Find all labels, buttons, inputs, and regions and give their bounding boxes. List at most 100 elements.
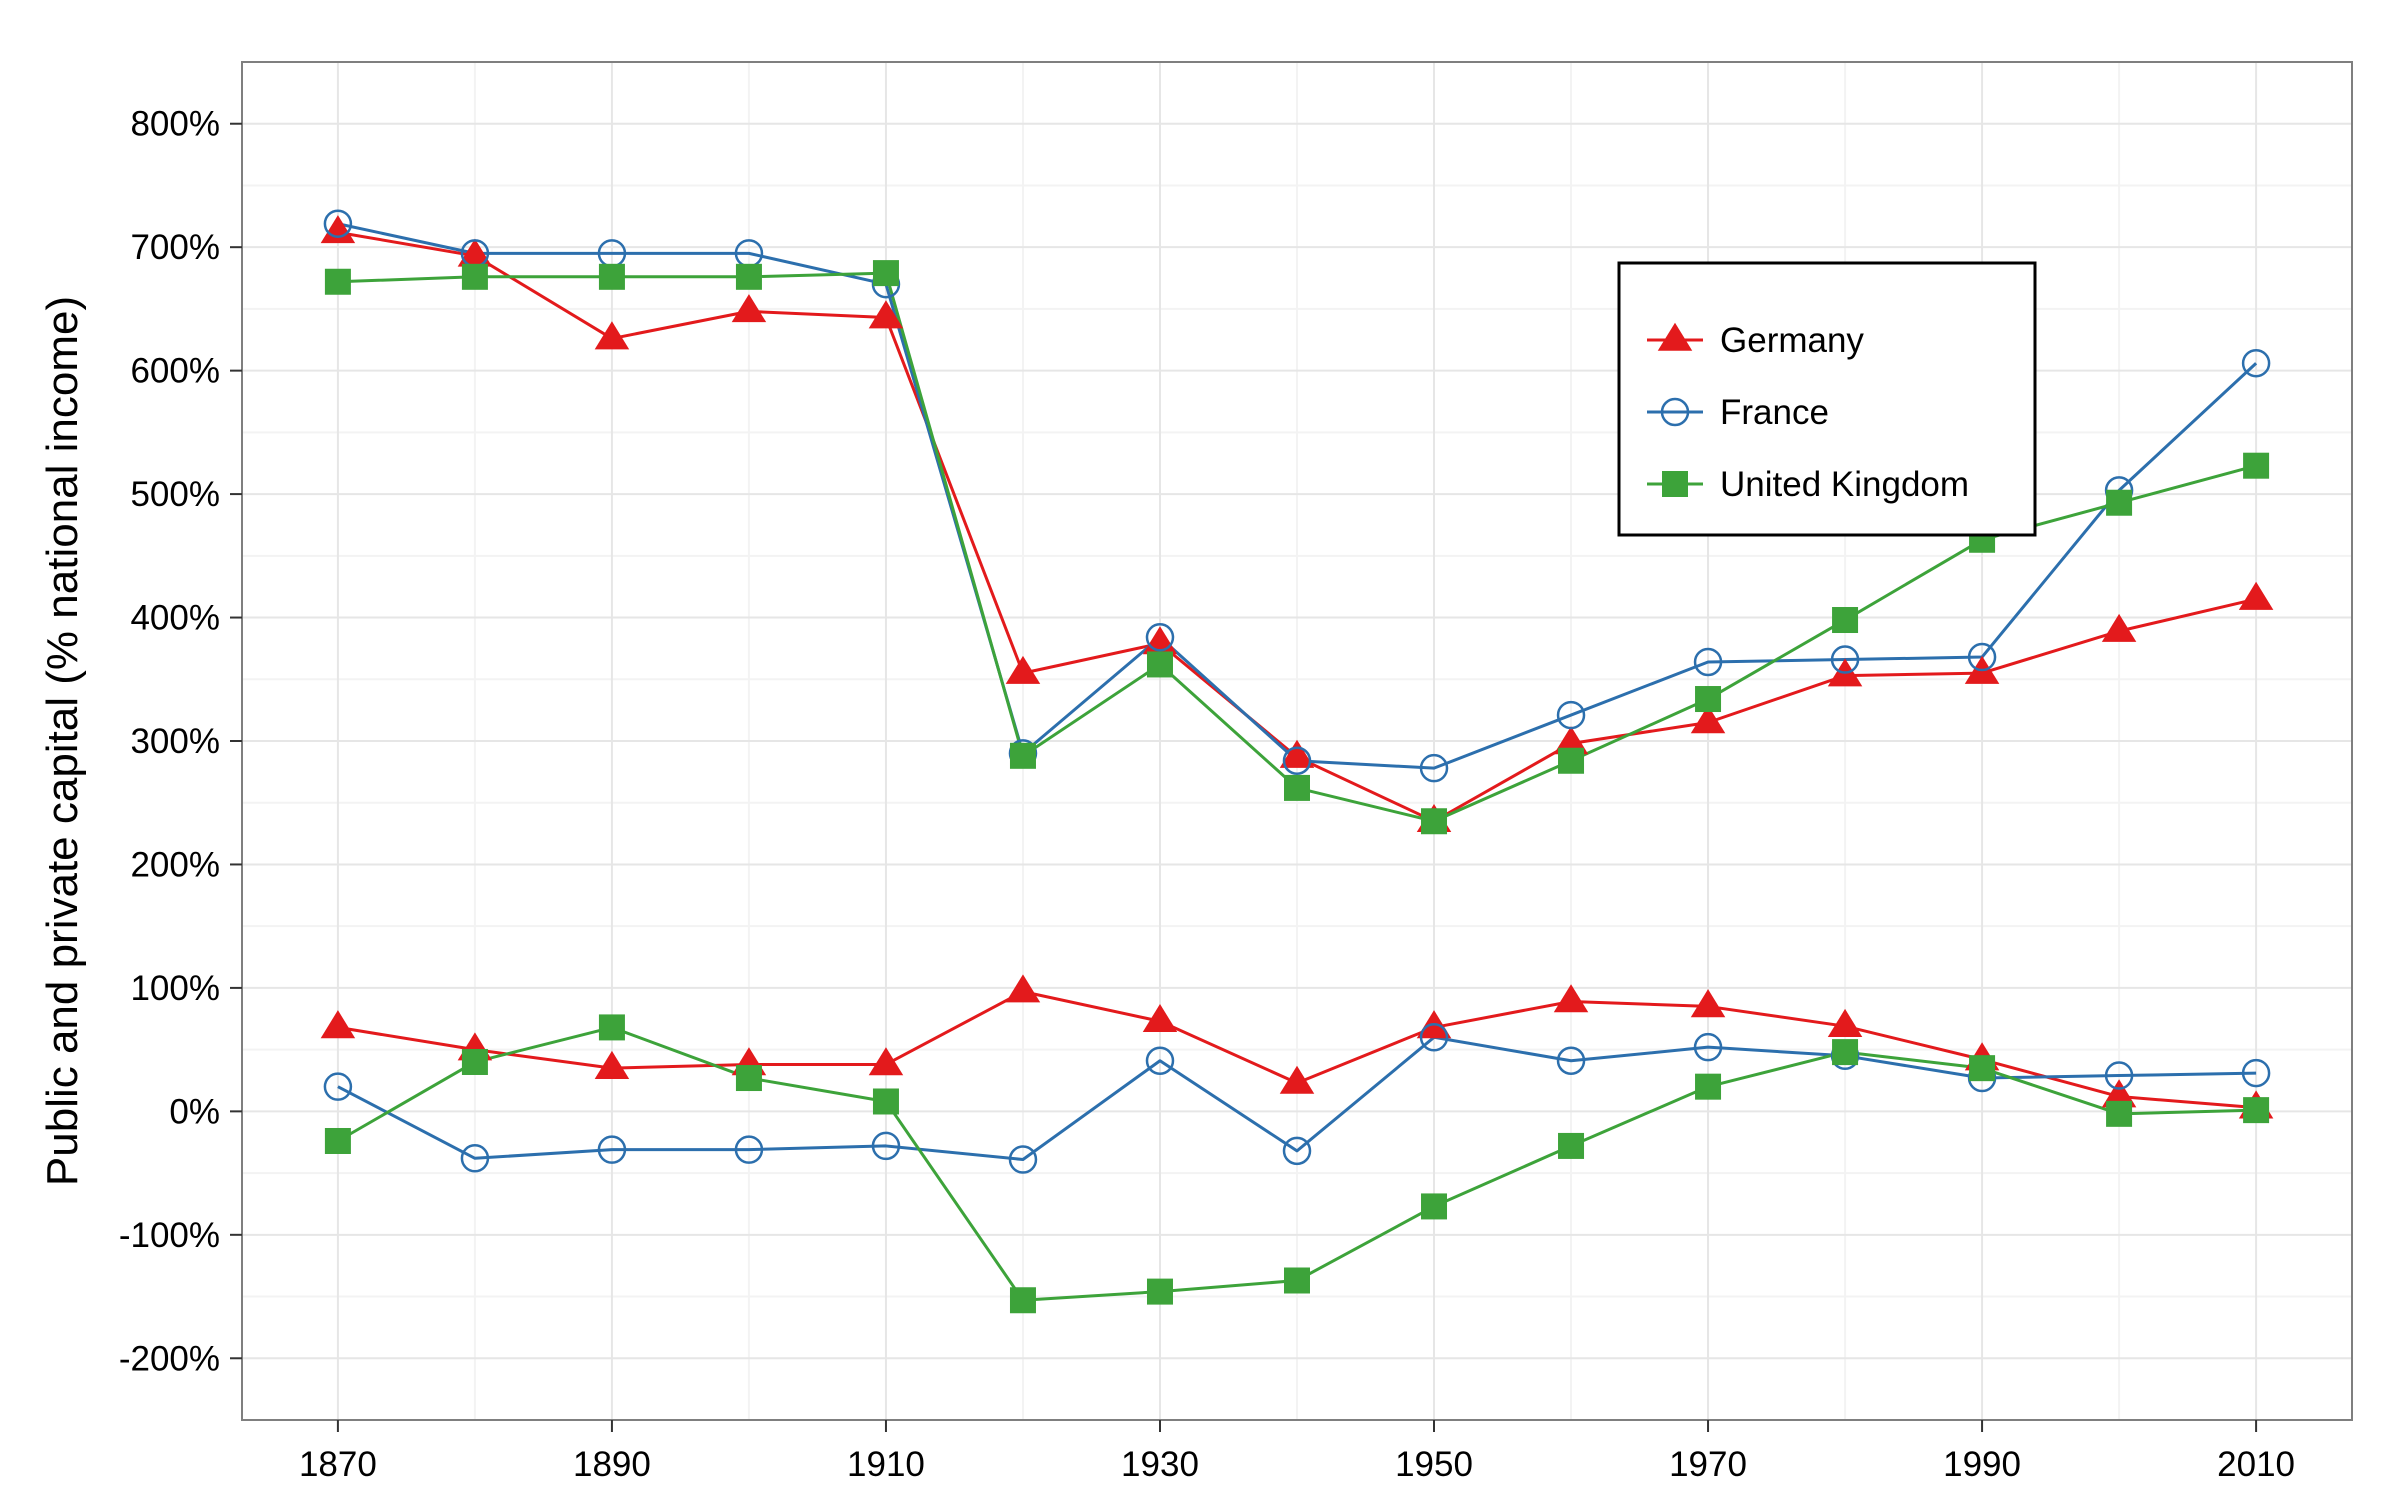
united-kingdom-private-point <box>1558 747 1585 774</box>
france-public-point <box>1282 1136 1312 1166</box>
france-public-point <box>734 1135 764 1164</box>
y-tick-label: -100% <box>119 1216 220 1255</box>
united-kingdom-public-point <box>461 1048 488 1075</box>
france-public-point <box>2241 1058 2271 1088</box>
united-kingdom-public-point <box>324 1127 351 1154</box>
france-private-point <box>1282 746 1312 776</box>
legend: Germany France United Kingdom <box>1617 261 2037 537</box>
y-tick-label: 100% <box>130 969 220 1008</box>
united-kingdom-public-point <box>1009 1287 1036 1314</box>
germany-public-point <box>594 1050 630 1079</box>
france-public-point <box>1419 1023 1449 1052</box>
united-kingdom-private-point <box>598 263 625 290</box>
germany-public-point <box>2101 1079 2137 1108</box>
france-private-point <box>323 209 353 238</box>
germany-private-point <box>1553 726 1589 755</box>
united-kingdom-public-point <box>2106 1100 2133 1127</box>
x-tick-label: 1890 <box>573 1445 651 1484</box>
x-tick-label: 1930 <box>1121 1445 1199 1484</box>
united-kingdom-public-point <box>598 1014 625 1041</box>
germany-private-point <box>1005 655 1041 684</box>
united-kingdom-private-point <box>1284 774 1310 801</box>
germany-public-point <box>1827 1008 1863 1037</box>
x-tick-label: 1910 <box>847 1445 925 1484</box>
marker-layer <box>320 209 2274 1314</box>
y-axis: 800% 700% 600% 500% 400% 300% 200% 100% 0% -100% -… <box>119 105 242 1378</box>
france-public-line <box>337 1035 2257 1162</box>
united-kingdom-private-point <box>2106 489 2133 516</box>
germany-public-point <box>868 1047 904 1076</box>
germany-private-point <box>457 238 493 267</box>
united-kingdom-public-point <box>872 1088 899 1115</box>
united-kingdom-public-point <box>1146 1278 1173 1305</box>
germany-private-point <box>2101 613 2137 642</box>
united-kingdom-public-point <box>1421 1193 1448 1220</box>
france-private-point <box>1693 647 1723 677</box>
united-kingdom-public-point <box>2243 1097 2270 1124</box>
germany-public-point <box>1279 1065 1315 1094</box>
legend-item-united-kingdom: United Kingdom <box>1647 465 1969 504</box>
y-tick-label: 0% <box>169 1092 220 1131</box>
y-tick-label: 300% <box>130 722 220 761</box>
legend-item-germany: Germany <box>1647 321 1864 360</box>
legend-box <box>1617 261 2037 537</box>
united-kingdom-public-point <box>735 1065 762 1092</box>
legend-label: France <box>1720 393 1829 432</box>
france-public-point <box>1008 1145 1038 1174</box>
germany-private-point <box>1690 705 1726 734</box>
united-kingdom-public-point <box>1558 1132 1585 1159</box>
germany-private-point <box>2238 581 2274 610</box>
united-kingdom-private-point <box>1695 686 1722 713</box>
x-tick-label: 1970 <box>1669 1445 1747 1484</box>
germany-private-point <box>1279 739 1315 768</box>
france-public-point <box>1693 1032 1723 1062</box>
united-kingdom-private-point <box>461 263 488 290</box>
legend-label: Germany <box>1720 321 1864 360</box>
france-public-point <box>1556 1046 1586 1075</box>
united-kingdom-public-point <box>1969 1055 1996 1082</box>
y-tick-label: 200% <box>130 845 220 884</box>
france-public-point <box>871 1131 901 1161</box>
y-tick-label: 800% <box>130 105 220 144</box>
united-kingdom-private-point <box>872 260 899 287</box>
germany-public-point <box>320 1010 356 1039</box>
france-private-point <box>1556 700 1586 730</box>
germany-private-point <box>868 300 904 329</box>
united-kingdom-private-point <box>1146 651 1173 678</box>
germany-private-point <box>731 294 767 323</box>
germany-private-point <box>320 215 356 244</box>
x-tick-label: 1950 <box>1395 1445 1473 1484</box>
united-kingdom-public-point <box>1832 1039 1859 1066</box>
germany-public-point <box>1142 1003 1178 1033</box>
france-private-point <box>1419 753 1449 783</box>
y-tick-label: -200% <box>119 1339 220 1378</box>
france-public-point <box>460 1144 490 1173</box>
germany-public-point <box>1690 989 1726 1018</box>
united-kingdom-private-point <box>1832 607 1859 634</box>
legend-label: United Kingdom <box>1720 465 1969 504</box>
france-public-point <box>323 1072 353 1101</box>
united-kingdom-public-point <box>1695 1073 1722 1100</box>
y-tick-label: 600% <box>130 352 220 391</box>
france-private-point <box>2241 348 2271 378</box>
france-public-point <box>1145 1046 1175 1075</box>
germany-public-point <box>1553 984 1589 1013</box>
france-private-point <box>1967 642 1997 672</box>
france-private-point <box>1830 645 1860 674</box>
x-tick-label: 2010 <box>2217 1445 2295 1484</box>
germany-public-point <box>1005 974 1041 1003</box>
x-axis: 1870 1890 1910 1930 1950 1970 1990 2010 <box>299 1420 2295 1484</box>
y-tick-label: 700% <box>130 228 220 267</box>
united-kingdom-private-point <box>1421 808 1448 835</box>
united-kingdom-private-point <box>324 268 351 295</box>
united-kingdom-private-point <box>735 263 762 290</box>
legend-item-france: France <box>1647 393 1829 432</box>
france-public-point <box>597 1135 627 1164</box>
germany-private-point <box>594 321 630 350</box>
y-axis-label: Public and private capital (% national i… <box>38 296 87 1186</box>
united-kingdom-private-point <box>2243 452 2270 479</box>
y-tick-label: 500% <box>130 475 220 514</box>
x-tick-label: 1870 <box>299 1445 377 1484</box>
